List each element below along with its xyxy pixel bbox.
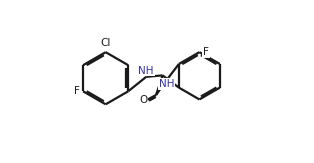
Text: NH: NH	[159, 79, 175, 89]
Text: NH: NH	[138, 66, 154, 76]
Text: F: F	[74, 86, 80, 96]
Text: O: O	[139, 95, 148, 105]
Text: Cl: Cl	[100, 38, 111, 48]
Text: F: F	[203, 47, 209, 57]
